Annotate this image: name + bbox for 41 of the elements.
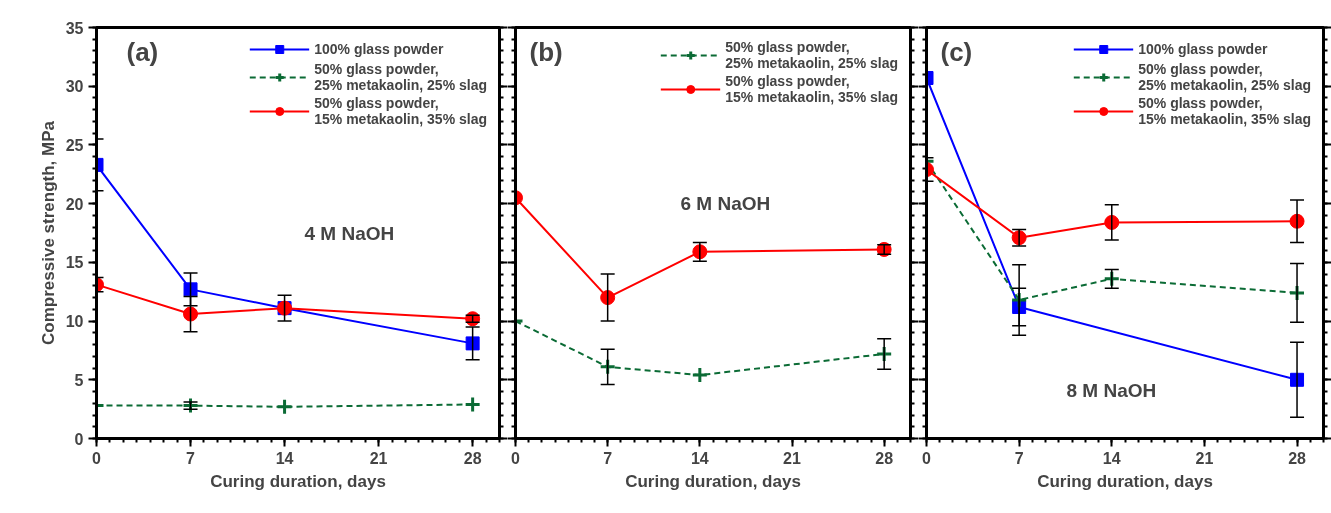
x-axis-title: Curing duration, days: [210, 471, 386, 491]
x-tick-label: 0: [922, 449, 932, 467]
y-tick-label: 20: [65, 195, 84, 213]
x-tick-label: 28: [463, 449, 482, 467]
y-tick-label: 5: [74, 371, 84, 389]
x-tick-label: 0: [511, 449, 521, 467]
y-tick-label: 0: [74, 430, 84, 448]
x-tick-label: 21: [783, 449, 801, 467]
x-tick-label: 7: [1014, 449, 1024, 467]
legend-label: 100% glass powder: [1138, 41, 1268, 57]
x-tick-label: 28: [875, 449, 894, 467]
annotation: (a): [126, 36, 159, 67]
x-tick-label: 14: [1102, 449, 1121, 467]
x-tick-label: 21: [1195, 449, 1214, 467]
x-tick-label: 7: [186, 449, 196, 467]
x-tick-label: 7: [603, 449, 613, 467]
x-tick-label: 14: [275, 449, 294, 467]
y-tick-label: 25: [65, 136, 84, 154]
y-tick-label: 15: [65, 254, 84, 272]
legend-label: 50% glass powder, 25% metakaolin, 25% slag: [1138, 61, 1311, 93]
y-tick-label: 35: [65, 19, 84, 37]
y-axis-title: Compressive strength, MPa: [38, 120, 58, 345]
y-tick-label: 30: [65, 78, 84, 96]
x-tick-label: 0: [92, 449, 102, 467]
legend-label: 50% glass powder, 15% metakaolin, 35% slag: [314, 95, 487, 127]
y-tick-label: 10: [65, 313, 84, 331]
annotation: (c): [940, 36, 973, 67]
legend-label: 100% glass powder: [314, 41, 444, 57]
x-tick-label: 21: [369, 449, 388, 467]
x-tick-label: 14: [690, 449, 709, 467]
x-axis-title: Curing duration, days: [1037, 471, 1213, 491]
annotation: 4 M NaOH: [304, 222, 395, 244]
legend-label: 50% glass powder, 25% metakaolin, 25% slag: [725, 39, 898, 71]
legend-label: 50% glass powder, 15% metakaolin, 35% slag: [1138, 95, 1311, 127]
legend-label: 50% glass powder, 25% metakaolin, 25% slag: [314, 61, 487, 93]
legend-label: 50% glass powder, 15% metakaolin, 35% slag: [725, 73, 898, 105]
annotation: (b): [529, 36, 563, 67]
x-tick-label: 28: [1288, 449, 1307, 467]
x-axis-title: Curing duration, days: [625, 471, 801, 491]
annotation: 6 M NaOH: [680, 192, 771, 214]
annotation: 8 M NaOH: [1066, 379, 1157, 401]
